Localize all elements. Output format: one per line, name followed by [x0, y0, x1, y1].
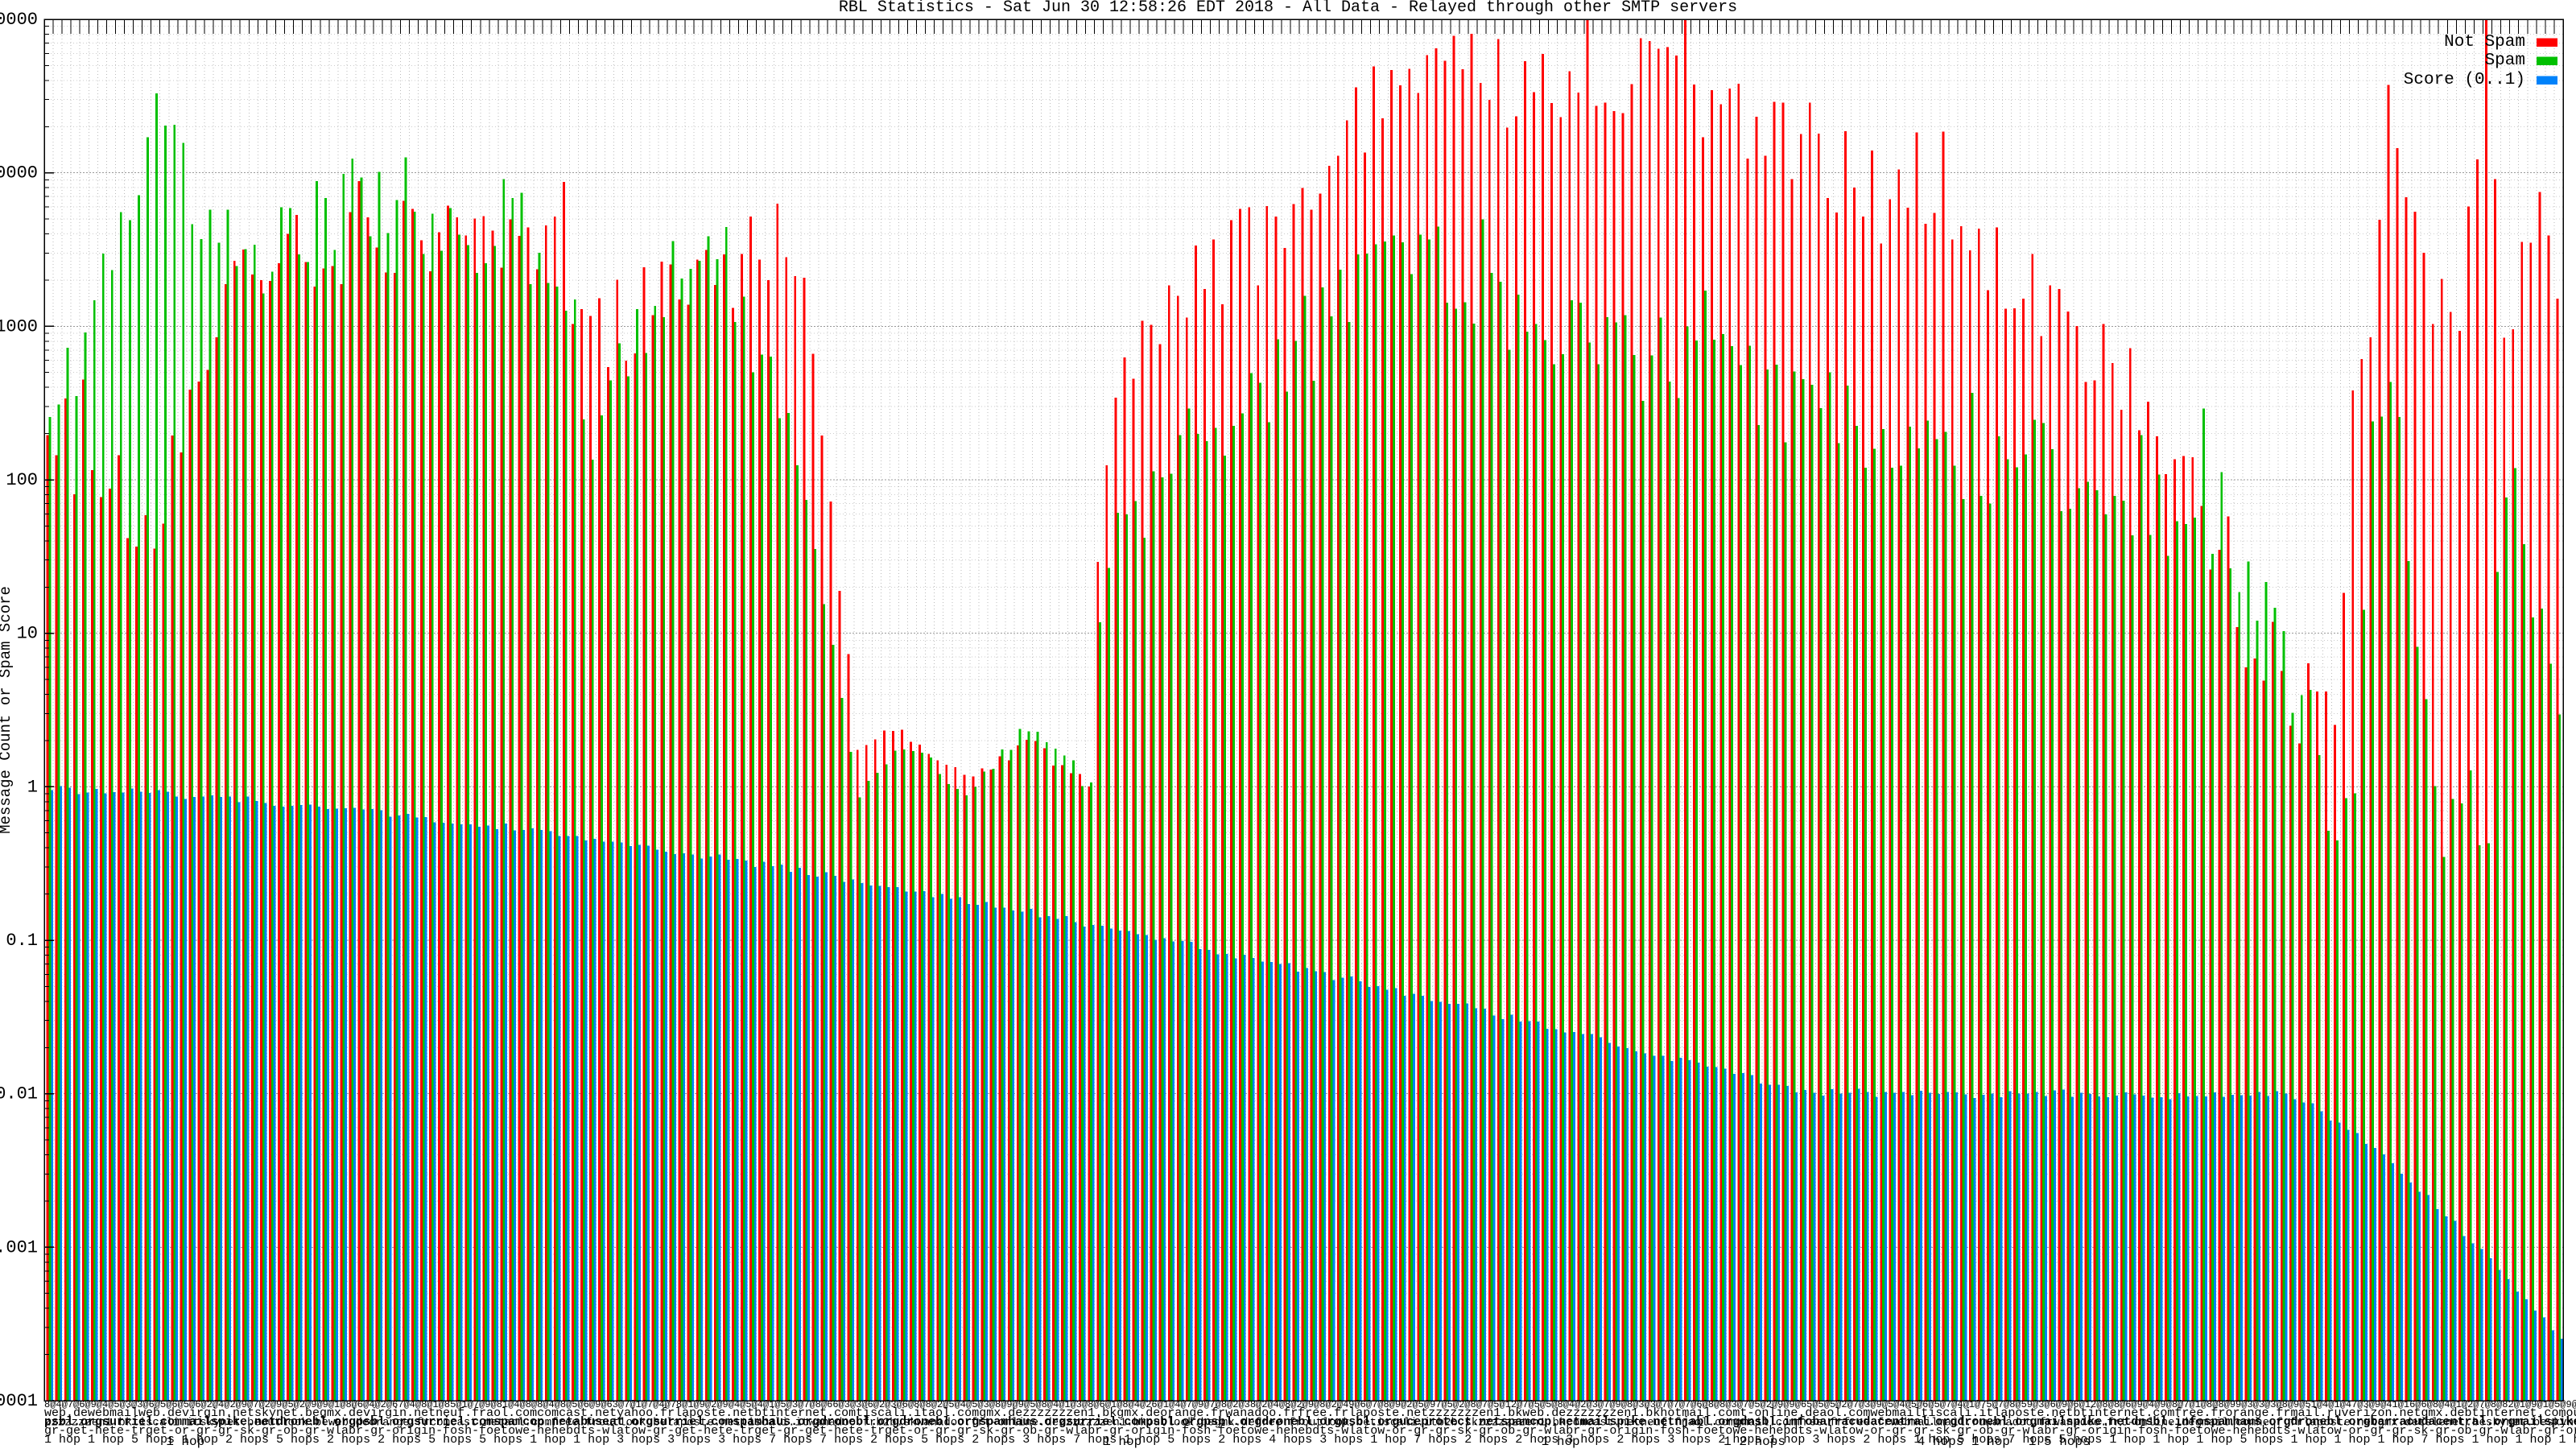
svg-text:Score (0..1): Score (0..1) [2404, 71, 2525, 89]
svg-text:0.0001: 0.0001 [0, 1391, 38, 1411]
svg-text:10: 10 [17, 624, 38, 644]
svg-text:10000: 10000 [0, 163, 38, 184]
svg-text:RBL Statistics - Sat Jun 30 12: RBL Statistics - Sat Jun 30 12:58:26 EDT… [839, 0, 1737, 17]
svg-text:1 2 hops: 1 2 hops [1724, 1435, 1785, 1449]
svg-text:Message Count or Spam Score: Message Count or Spam Score [0, 586, 14, 834]
svg-text:4 hops 1 hop: 4 hops 1 hop [1918, 1435, 2010, 1449]
svg-text:100000: 100000 [0, 10, 38, 30]
svg-text:1 hop 1 hop 5 hops 1 hop 2 hop: 1 hop 1 hop 5 hops 1 hop 2 hops 5 hops 2… [44, 1433, 2576, 1447]
svg-text:100: 100 [6, 470, 38, 490]
svg-text:0.001: 0.001 [0, 1237, 38, 1257]
svg-text:1000: 1000 [0, 316, 38, 336]
svg-text:1 5 hops: 1 5 hops [2029, 1435, 2091, 1449]
svg-text:0.01: 0.01 [0, 1084, 38, 1104]
svg-text:1 hop: 1 hop [166, 1435, 204, 1449]
svg-text:1: 1 [27, 777, 38, 797]
svg-text:Spam: Spam [2485, 52, 2525, 70]
svg-text:1 hop: 1 hop [1103, 1435, 1141, 1449]
svg-text:0.1: 0.1 [6, 931, 38, 951]
svg-text:1 hop: 1 hop [1542, 1435, 1580, 1449]
svg-text:Not Spam: Not Spam [2444, 33, 2525, 52]
